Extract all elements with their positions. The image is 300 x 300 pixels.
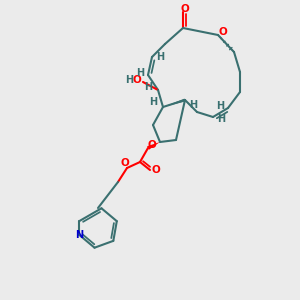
Text: H: H — [125, 75, 133, 85]
Text: H: H — [216, 101, 224, 111]
Text: O: O — [148, 140, 156, 150]
Polygon shape — [147, 142, 160, 150]
Text: O: O — [181, 4, 189, 14]
Text: O: O — [219, 27, 227, 37]
Text: O: O — [152, 165, 160, 175]
Text: O: O — [121, 158, 129, 168]
Text: H: H — [144, 82, 152, 92]
Text: O: O — [133, 75, 141, 85]
Text: H: H — [136, 68, 144, 78]
Text: H: H — [217, 114, 225, 124]
Text: H: H — [156, 52, 164, 62]
Polygon shape — [163, 99, 185, 107]
Text: H: H — [189, 100, 197, 110]
Text: H: H — [149, 97, 157, 107]
Text: N: N — [75, 230, 83, 240]
